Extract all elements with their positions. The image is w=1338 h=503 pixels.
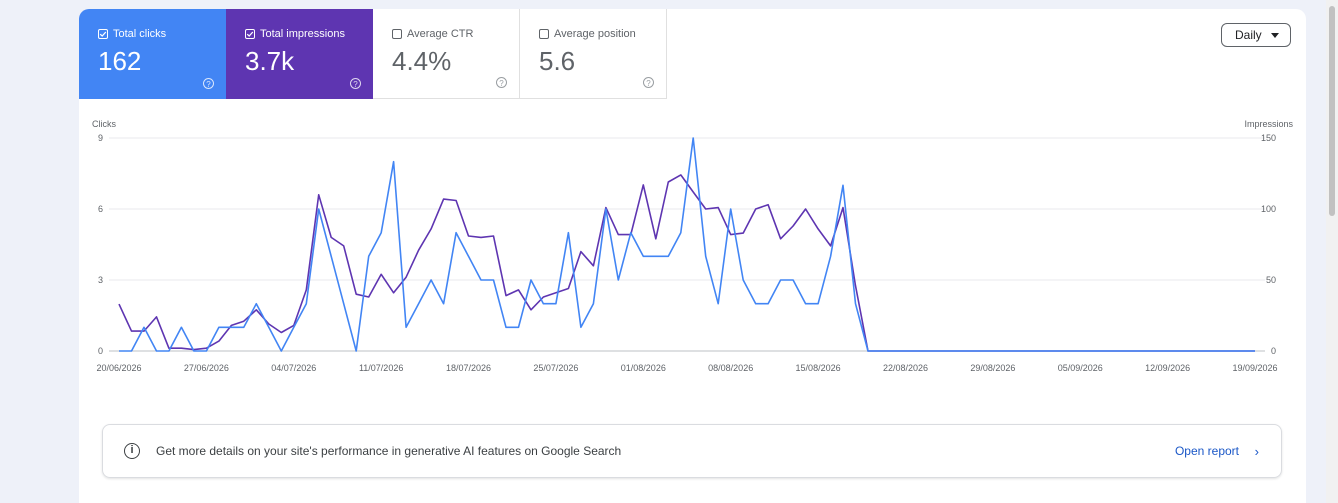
metric-average-position[interactable]: Average position 5.6 ?	[520, 9, 667, 99]
series-line-clicks	[119, 137, 1255, 352]
performance-chart: 9 150 6 100 3 50 0 0 Clicks Impressions 20/06/2026…	[92, 119, 1294, 373]
left-axis-tick-label: 3	[98, 275, 103, 285]
metric-label: Average position	[554, 28, 636, 40]
help-icon[interactable]: ?	[496, 77, 507, 88]
x-axis-tick-label: 19/09/2026	[1232, 363, 1277, 373]
metric-value: 3.7k	[245, 46, 295, 76]
metric-label: Total impressions	[260, 28, 345, 40]
right-axis-tick-label: 100	[1261, 204, 1276, 214]
page-scrollbar[interactable]	[1326, 0, 1338, 503]
help-icon[interactable]: ?	[350, 78, 361, 89]
metric-total-clicks[interactable]: Total clicks 162 ?	[79, 9, 226, 99]
checkbox-checked-icon[interactable]	[245, 29, 255, 39]
right-axis-label: Impressions	[1244, 119, 1293, 129]
x-axis-tick-label: 22/08/2026	[883, 363, 928, 373]
x-axis-tick-label: 12/09/2026	[1145, 363, 1190, 373]
granularity-selected: Daily	[1235, 28, 1262, 42]
help-icon[interactable]: ?	[643, 77, 654, 88]
open-report-link[interactable]: Open report	[1174, 444, 1239, 458]
x-axis-tick-label: 05/09/2026	[1058, 363, 1103, 373]
scrollbar-thumb[interactable]	[1329, 6, 1335, 216]
chevron-right-icon[interactable]: ›	[1254, 444, 1259, 459]
x-axis-tick-label: 27/06/2026	[184, 363, 229, 373]
checkbox-unchecked-icon[interactable]	[539, 29, 549, 39]
series-line-impressions	[118, 174, 1255, 352]
left-axis-tick-label: 0	[98, 346, 103, 356]
x-axis-tick-label: 08/08/2026	[708, 363, 753, 373]
x-axis-tick-label: 18/07/2026	[446, 363, 491, 373]
banner-message: Get more details on your site's performa…	[156, 444, 622, 458]
left-axis-label: Clicks	[92, 119, 116, 129]
granularity-dropdown[interactable]: Daily	[1221, 23, 1291, 47]
right-axis-tick-label: 50	[1266, 275, 1276, 285]
metric-value: 4.4%	[392, 46, 452, 76]
metric-total-impressions[interactable]: Total impressions 3.7k ?	[226, 9, 373, 99]
left-axis-tick-label: 6	[98, 204, 103, 214]
caret-down-icon	[1271, 33, 1279, 38]
left-axis-tick-label: 9	[98, 133, 103, 143]
right-axis-tick-label: 0	[1271, 346, 1276, 356]
info-icon: i	[124, 443, 140, 459]
metric-average-ctr[interactable]: Average CTR 4.4% ?	[373, 9, 520, 99]
x-axis-tick-label: 01/08/2026	[621, 363, 666, 373]
x-axis-tick-label: 25/07/2026	[533, 363, 578, 373]
x-axis-tick-label: 29/08/2026	[970, 363, 1015, 373]
checkbox-unchecked-icon[interactable]	[392, 29, 402, 39]
metric-value: 162	[98, 46, 142, 76]
x-axis-tick-label: 15/08/2026	[796, 363, 841, 373]
checkbox-checked-icon[interactable]	[98, 29, 108, 39]
x-axis-tick-label: 20/06/2026	[96, 363, 141, 373]
performance-card: Total clicks 162 ? Total impressions 3.7…	[79, 9, 1306, 503]
x-axis-tick-label: 04/07/2026	[271, 363, 316, 373]
metric-label: Average CTR	[407, 28, 474, 40]
metric-value: 5.6	[539, 46, 576, 76]
right-axis-tick-label: 150	[1261, 133, 1276, 143]
help-icon[interactable]: ?	[203, 78, 214, 89]
ai-features-banner: i Get more details on your site's perfor…	[102, 424, 1282, 478]
metric-label: Total clicks	[113, 28, 167, 40]
x-axis-tick-label: 11/07/2026	[359, 363, 403, 373]
